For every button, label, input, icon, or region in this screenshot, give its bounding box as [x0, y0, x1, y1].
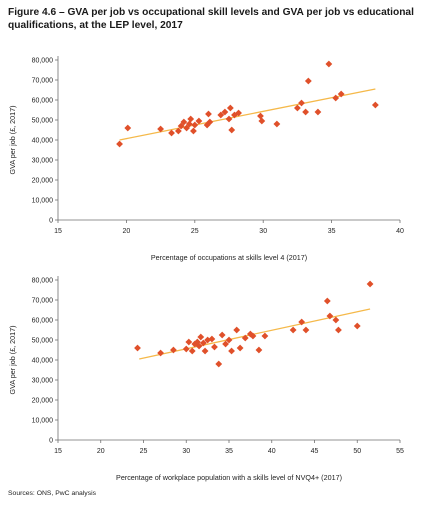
y-tick-label: 30,000: [32, 157, 54, 164]
y-tick-label: 20,000: [32, 177, 54, 184]
y-tick-label: 50,000: [32, 117, 54, 124]
data-point: [116, 140, 123, 148]
x-tick-label: 25: [191, 228, 199, 235]
data-point: [261, 332, 269, 340]
data-point: [183, 124, 190, 132]
x-axis-label: Percentage of occupations at skills leve…: [151, 253, 307, 262]
data-point: [211, 343, 218, 351]
x-tick-label: 35: [328, 228, 336, 235]
data-point: [218, 331, 226, 339]
data-point: [302, 108, 310, 116]
x-tick-label: 50: [353, 448, 361, 455]
data-point: [228, 347, 235, 355]
data-point: [236, 344, 244, 352]
data-point: [185, 338, 193, 346]
data-point: [325, 60, 333, 68]
x-tick-label: 15: [54, 228, 62, 235]
trend-line: [119, 88, 376, 141]
data-point: [323, 297, 331, 305]
data-point: [294, 104, 301, 112]
x-axis-label: Percentage of workplace population with …: [116, 473, 342, 482]
data-point: [273, 120, 281, 128]
y-tick-label: 70,000: [32, 297, 54, 304]
data-point: [366, 280, 374, 288]
data-point: [332, 94, 340, 102]
data-point: [185, 120, 193, 128]
x-tick-label: 25: [140, 448, 148, 455]
x-tick-label: 40: [268, 448, 276, 455]
y-tick-label: 60,000: [32, 317, 54, 324]
y-axis-label: GVA per job (£, 2017): [8, 106, 17, 175]
data-point: [203, 121, 211, 129]
x-tick-label: 30: [182, 448, 190, 455]
data-point: [302, 326, 310, 334]
data-point: [157, 125, 164, 133]
y-tick-label: 40,000: [32, 137, 54, 144]
data-point: [289, 326, 297, 334]
y-tick-label: 80,000: [32, 277, 54, 284]
data-point: [180, 118, 188, 126]
data-point: [134, 344, 141, 352]
data-point: [337, 90, 345, 98]
data-point: [217, 111, 225, 119]
scatter-chart-nvq4: 0 10,000 20,000 30,000 40,000 50,000 60,000 70,…: [8, 276, 404, 482]
data-point: [206, 118, 214, 126]
y-tick-label: 10,000: [32, 197, 54, 204]
y-tick-label: 80,000: [32, 57, 54, 64]
x-tick-label: 20: [123, 228, 131, 235]
data-point: [258, 117, 266, 125]
y-tick-label: 60,000: [32, 97, 54, 104]
data-point: [225, 115, 233, 123]
data-point: [221, 108, 229, 116]
x-tick-label: 35: [225, 448, 233, 455]
y-tick-label: 30,000: [32, 377, 54, 384]
data-point: [124, 124, 132, 132]
data-point: [353, 322, 361, 330]
data-point: [298, 99, 305, 107]
y-tick-label: 40,000: [32, 357, 54, 364]
y-tick-label: 20,000: [32, 397, 54, 404]
y-tick-label: 70,000: [32, 77, 54, 84]
source-note: Sources: ONS, PwC analysis: [8, 490, 97, 497]
data-point: [168, 129, 175, 137]
x-tick-label: 55: [396, 448, 404, 455]
x-tick-label: 40: [396, 228, 404, 235]
y-tick-label: 50,000: [32, 337, 54, 344]
figure-title: Figure 4.6 – GVA per job vs occupational…: [8, 7, 414, 31]
y-tick-label: 10,000: [32, 417, 54, 424]
data-point: [205, 110, 212, 118]
data-point: [187, 115, 195, 123]
data-point: [257, 112, 264, 120]
data-point: [195, 117, 203, 125]
y-tick-label: 0: [49, 217, 53, 224]
data-point: [235, 109, 242, 117]
y-axis-label: GVA per job (£, 2017): [8, 326, 17, 395]
scatter-chart-skills-level-4: 0 10,000 20,000 30,000 40,000 50,000 60,000 70,…: [8, 56, 404, 262]
data-point: [201, 347, 209, 355]
data-point: [177, 122, 185, 130]
data-point: [335, 326, 342, 334]
data-point: [304, 77, 312, 85]
x-tick-label: 30: [259, 228, 267, 235]
x-tick-label: 20: [97, 448, 105, 455]
data-point: [228, 126, 236, 134]
data-point: [255, 346, 263, 354]
data-point: [215, 360, 223, 368]
data-point: [182, 345, 190, 353]
data-point: [332, 316, 340, 324]
data-point: [191, 121, 199, 129]
x-tick-label: 45: [311, 448, 319, 455]
data-point: [190, 127, 197, 135]
data-point: [197, 333, 205, 341]
data-point: [233, 326, 241, 334]
data-point: [174, 127, 182, 135]
data-point: [371, 101, 379, 109]
data-point: [314, 108, 322, 116]
y-tick-label: 0: [49, 437, 53, 444]
data-point: [226, 104, 234, 112]
x-tick-label: 15: [54, 448, 62, 455]
